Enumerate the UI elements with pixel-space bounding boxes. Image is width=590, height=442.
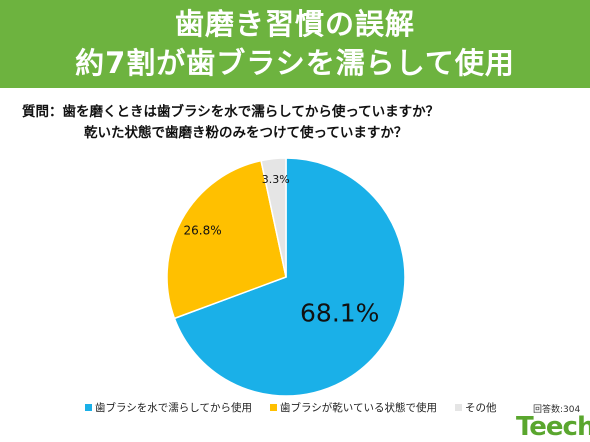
chart-legend: 歯ブラシを水で濡らしてから使用 歯ブラシが乾いている状態で使用 その他 [85,400,496,415]
legend-swatch-dry [269,404,277,411]
legend-item-wet: 歯ブラシを水で濡らしてから使用 [85,400,252,415]
legend-label-wet: 歯ブラシを水で濡らしてから使用 [95,402,252,414]
legend-swatch-other [454,404,462,411]
question-line-1: 質問：歯を磨くときは歯ブラシを水で濡らしてから使っていますか？ [22,104,440,120]
data-label-other: 3.3% [262,173,290,186]
pie-slice-other [260,157,287,278]
legend-item-dry: 歯ブラシが乾いている状態で使用 [269,400,437,415]
response-count: 回答数:304 [533,405,581,415]
pie-slice-dry [166,159,287,320]
brand-logo: Teech [516,412,590,442]
question-text: 質問：歯を磨くときは歯ブラシを水で濡らしてから使っていますか？ 乾いた状態で歯磨… [22,102,582,144]
pie-slice-wet [173,157,406,397]
data-label-dry: 26.8% [183,224,221,238]
legend-swatch-wet [85,404,92,411]
title-banner: 歯磨き習慣の誤解 約7割が歯ブラシを濡らして使用 [0,0,590,88]
question-line-2: 乾いた状態で歯磨き粉のみをつけて使っていますか？ [84,125,408,141]
legend-label-other: その他 [464,402,497,414]
data-label-wet: 68.1% [300,298,379,327]
legend-item-other: その他 [454,400,497,415]
legend-label-dry: 歯ブラシが乾いている状態で使用 [279,402,437,414]
title-line-1: 歯磨き習慣の誤解 [174,7,415,41]
title-line-2: 約7割が歯ブラシを濡らして使用 [75,46,515,80]
